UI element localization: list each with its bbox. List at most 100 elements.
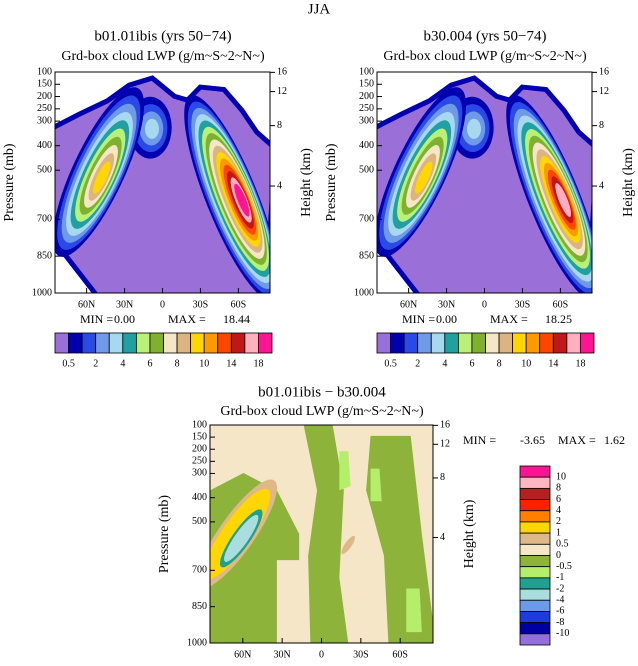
colorbar-box xyxy=(403,332,419,354)
colorbar-box xyxy=(580,332,595,354)
y-tick-label: 1000 xyxy=(187,637,207,648)
field-blob xyxy=(224,514,259,562)
x-tick-label: 0 xyxy=(319,649,324,660)
colorbar-label: -1 xyxy=(556,572,564,583)
field-blob xyxy=(341,535,356,555)
x-tick-label: 60N xyxy=(400,299,417,310)
chart-subtitle: Grd-box cloud LWP (g/m~S~2~N~) xyxy=(220,404,424,419)
colorbar-box xyxy=(519,510,551,523)
x-tick-label: 30N xyxy=(438,299,455,310)
colorbar-label: 4 xyxy=(556,505,561,516)
colorbar-box xyxy=(498,332,514,354)
colorbar-label: 6 xyxy=(556,494,561,505)
y-tick-label: 100 xyxy=(192,419,207,430)
colorbar-box xyxy=(149,332,164,354)
colorbar-label: -2 xyxy=(556,583,564,594)
colorbar-box xyxy=(519,566,551,579)
colorbar-label: 2 xyxy=(93,358,98,369)
colorbar-label: 6 xyxy=(469,358,474,369)
y2-tick-label: 16 xyxy=(599,67,609,78)
field-blob xyxy=(467,118,481,139)
field-blob xyxy=(93,161,111,194)
stat-name: MIN = xyxy=(80,312,113,326)
stat-name: MIN = xyxy=(463,433,496,447)
y2-axis-label: Height (km) xyxy=(462,499,477,568)
field-region xyxy=(370,468,382,502)
colorbar-box xyxy=(519,487,551,500)
y-tick-label: 100 xyxy=(359,66,374,77)
figure-title: JJA xyxy=(308,1,331,17)
colorbar-label: 18 xyxy=(253,358,263,369)
x-tick-label: 60N xyxy=(234,649,251,660)
colorbar-box xyxy=(417,332,432,354)
colorbar-label: 8 xyxy=(497,358,502,369)
colorbar-label: -4 xyxy=(556,595,564,606)
colorbar-box xyxy=(519,599,551,612)
x-tick-label: 30S xyxy=(353,649,369,660)
y2-axis-label: Height (km) xyxy=(299,148,314,217)
field xyxy=(377,75,592,293)
y-tick-label: 300 xyxy=(192,468,207,479)
x-tick-label: 60S xyxy=(231,299,247,310)
stat-name: MIN = xyxy=(402,312,435,326)
y-tick-label: 300 xyxy=(37,115,52,126)
y-tick-label: 100 xyxy=(37,66,52,77)
colorbar-label: -10 xyxy=(556,628,569,639)
y-tick-label: 200 xyxy=(359,91,374,102)
y-tick-label: 200 xyxy=(37,91,52,102)
x-tick-label: 30S xyxy=(515,299,531,310)
chart-subtitle: Grd-box cloud LWP (g/m~S~2~N~) xyxy=(61,49,265,64)
colorbar-box xyxy=(217,332,232,354)
colorbar-box xyxy=(519,521,551,534)
colorbar-box xyxy=(519,543,551,556)
colorbar-label: 4 xyxy=(120,358,125,369)
y-tick-label: 150 xyxy=(37,79,52,90)
y-tick-label: 200 xyxy=(192,444,207,455)
stat-value: -3.65 xyxy=(520,433,545,447)
colorbar-box xyxy=(54,332,69,354)
chart-title: b01.01ibis − b30.004 xyxy=(258,384,386,400)
colorbar-box xyxy=(552,332,568,354)
y-tick-label: 250 xyxy=(37,103,52,114)
field-blob xyxy=(415,161,433,194)
y-tick-label: 500 xyxy=(192,516,207,527)
colorbar-label: 0 xyxy=(556,550,561,561)
colorbar-box xyxy=(95,332,110,354)
colorbar-box xyxy=(376,332,391,354)
y-tick-label: 150 xyxy=(192,431,207,442)
colorbar-box xyxy=(519,611,551,624)
chart-title: b30.004 (yrs 50−74) xyxy=(423,28,546,44)
colorbar-box xyxy=(485,332,500,354)
colorbar-box xyxy=(68,332,83,354)
y-tick-label: 700 xyxy=(359,214,374,225)
colorbar-box xyxy=(519,476,551,489)
field xyxy=(55,75,270,293)
field-blob xyxy=(555,183,572,217)
y-tick-label: 700 xyxy=(37,214,52,225)
colorbar-box xyxy=(566,332,581,354)
field-region xyxy=(339,451,351,491)
stat-value: 1.62 xyxy=(604,433,625,447)
x-tick-label: 60N xyxy=(78,299,95,310)
stat-value: 18.44 xyxy=(223,312,250,326)
stat-value: 0.00 xyxy=(436,312,457,326)
y2-tick-label: 8 xyxy=(277,120,282,131)
colorbar-box xyxy=(430,332,446,354)
colorbar-box xyxy=(108,332,124,354)
y2-tick-label: 4 xyxy=(277,180,282,191)
x-tick-label: 30N xyxy=(274,649,291,660)
colorbar-box xyxy=(390,332,405,354)
x-tick-label: 60S xyxy=(392,649,408,660)
colorbar-label: 0.5 xyxy=(556,539,569,550)
colorbar-box xyxy=(81,332,97,354)
colorbar-label: 14 xyxy=(548,358,558,369)
field xyxy=(210,425,433,643)
x-tick-label: 30N xyxy=(116,299,133,310)
colorbar-box xyxy=(244,332,259,354)
colorbar-label: -6 xyxy=(556,606,564,617)
y-tick-label: 400 xyxy=(192,492,207,503)
stat-name: MAX = xyxy=(558,433,596,447)
colorbar-box xyxy=(519,532,551,545)
